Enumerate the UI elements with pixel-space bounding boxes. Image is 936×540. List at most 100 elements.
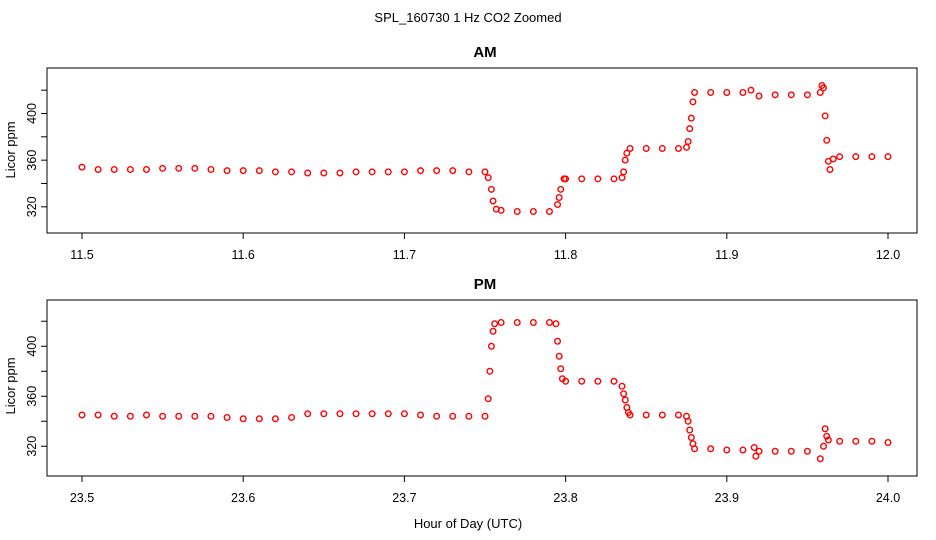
data-point-am	[658, 144, 666, 152]
data-point-pm	[487, 342, 495, 350]
data-point-pm	[821, 425, 829, 433]
data-point-pm	[320, 410, 328, 418]
data-point-pm	[642, 411, 650, 419]
data-point-pm	[691, 445, 699, 453]
data-point-am	[852, 153, 860, 161]
data-point-am	[489, 197, 497, 205]
data-point-pm	[159, 412, 167, 420]
data-point-pm	[771, 447, 779, 455]
axis-ticks-am: 320 360 400 11.5 11.6 11.7 11.8 11.9 12.0	[25, 89, 900, 262]
y-axis-label-am: Licor ppm	[3, 121, 18, 178]
data-point-am	[239, 167, 247, 175]
data-point-pm	[481, 412, 489, 420]
data-point-am	[175, 164, 183, 172]
data-point-pm	[465, 412, 473, 420]
y-tick-label: 320	[25, 196, 39, 217]
plot-frame-pm	[46, 299, 918, 477]
data-point-am	[787, 91, 795, 99]
data-point-am	[497, 206, 505, 214]
data-point-am	[823, 136, 831, 144]
data-point-pm	[94, 411, 102, 419]
data-point-am	[255, 167, 263, 175]
data-point-am	[554, 200, 562, 208]
data-point-pm	[684, 417, 692, 425]
data-point-am	[271, 168, 279, 176]
data-point-am	[94, 165, 102, 173]
data-point-am	[159, 164, 167, 172]
data-point-am	[368, 168, 376, 176]
data-point-pm	[545, 319, 553, 327]
data-point-pm	[755, 447, 763, 455]
data-point-am	[110, 165, 118, 173]
data-point-am	[207, 165, 215, 173]
data-point-am	[481, 168, 489, 176]
panel-pm: PM Licor ppm 320 360 400 23.5 23.6 23.7 23.8 23…	[3, 276, 918, 505]
data-point-am	[829, 155, 837, 163]
data-point-pm	[484, 395, 492, 403]
data-point-am	[545, 207, 553, 215]
data-point-pm	[816, 455, 824, 463]
data-point-pm	[787, 447, 795, 455]
data-point-am	[487, 185, 495, 193]
x-tick-label: 23.8	[553, 491, 577, 505]
data-point-pm	[433, 412, 441, 420]
x-tick-label: 11.5	[70, 248, 93, 262]
data-point-am	[623, 149, 631, 157]
data-point-pm	[552, 320, 560, 328]
y-axis-label-pm: Licor ppm	[3, 357, 18, 414]
data-points-am	[78, 81, 892, 215]
data-point-am	[555, 193, 563, 201]
data-point-pm	[836, 437, 844, 445]
data-point-am	[707, 88, 715, 96]
data-point-pm	[336, 410, 344, 418]
data-point-pm	[239, 415, 247, 423]
data-point-am	[684, 137, 692, 145]
data-point-pm	[578, 377, 586, 385]
panel-title-pm: PM	[474, 276, 497, 293]
data-point-pm	[191, 412, 199, 420]
data-point-pm	[271, 415, 279, 423]
data-point-am	[868, 153, 876, 161]
data-point-pm	[288, 414, 296, 422]
x-tick-label: 11.9	[715, 248, 738, 262]
data-point-pm	[620, 390, 628, 398]
data-point-pm	[554, 337, 562, 345]
data-point-pm	[557, 365, 565, 373]
data-point-pm	[803, 447, 811, 455]
x-tick-label: 23.5	[70, 491, 94, 505]
data-point-am	[686, 125, 694, 133]
data-point-am	[336, 169, 344, 177]
data-point-am	[755, 92, 763, 100]
data-point-pm	[618, 382, 626, 390]
x-tick-label: 11.8	[554, 248, 577, 262]
data-point-pm	[868, 437, 876, 445]
x-tick-label: 11.7	[393, 248, 416, 262]
data-point-pm	[384, 410, 392, 418]
x-tick-label: 11.6	[231, 248, 254, 262]
data-point-am	[821, 112, 829, 120]
data-point-pm	[142, 411, 150, 419]
data-point-am	[449, 167, 457, 175]
data-point-am	[683, 143, 691, 151]
panel-am: AM Licor ppm 320 360 400 11.5 11.6 11.7 11.8 11…	[3, 44, 918, 262]
data-point-am	[142, 165, 150, 173]
x-axis-label: Hour of Day (UTC)	[414, 516, 522, 531]
y-tick-label: 320	[25, 436, 39, 457]
data-point-am	[484, 174, 492, 182]
data-point-am	[691, 88, 699, 96]
data-point-am	[816, 88, 824, 96]
data-points-pm	[78, 319, 892, 463]
data-point-am	[826, 165, 834, 173]
data-point-pm	[594, 377, 602, 385]
plot-frame-am	[46, 67, 918, 234]
data-point-am	[320, 169, 328, 177]
data-point-am	[352, 168, 360, 176]
data-point-am	[610, 175, 618, 183]
data-point-pm	[626, 411, 634, 419]
data-point-am	[723, 88, 731, 96]
data-point-pm	[687, 434, 695, 442]
data-point-pm	[486, 367, 494, 375]
data-point-pm	[489, 327, 497, 335]
data-point-pm	[223, 414, 231, 422]
data-point-pm	[555, 352, 563, 360]
